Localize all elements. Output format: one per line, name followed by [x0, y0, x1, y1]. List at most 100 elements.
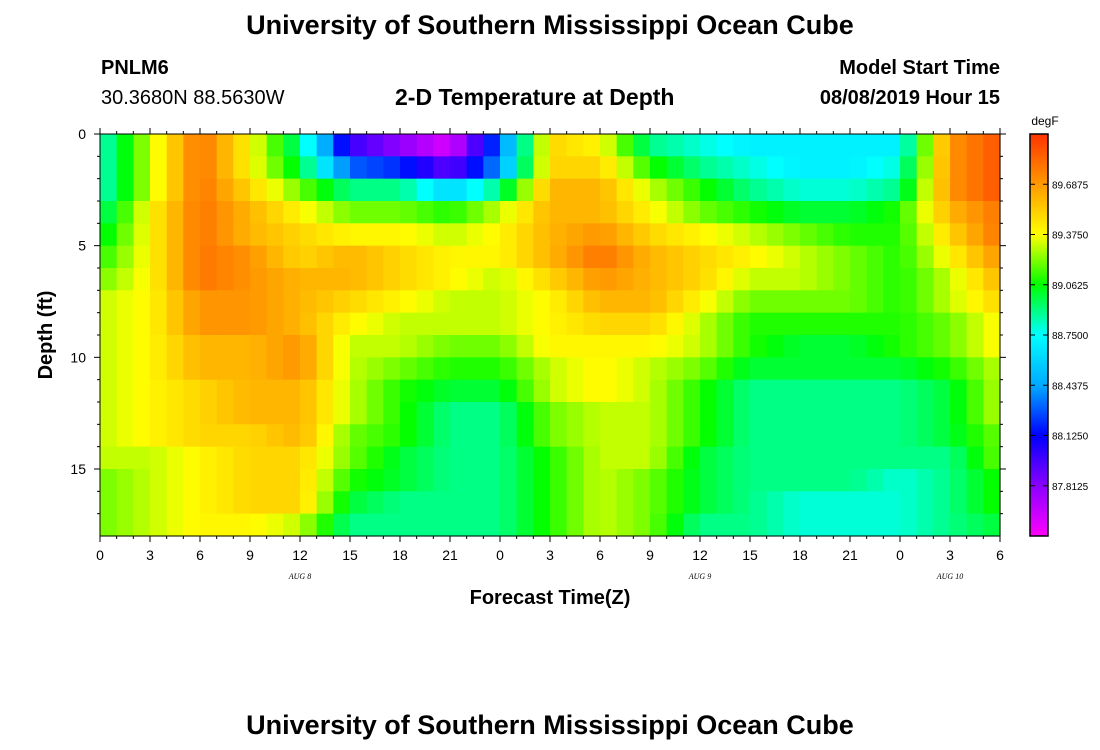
heatmap-cell [550, 357, 568, 381]
heatmap-cell [733, 402, 751, 425]
heatmap-cell [950, 513, 968, 537]
heatmap-cell [566, 268, 584, 291]
heatmap-cell [250, 290, 268, 314]
heatmap-cell [266, 201, 284, 224]
heatmap-cell [633, 290, 651, 314]
heatmap-cell [450, 134, 468, 157]
heatmap-cell [800, 223, 818, 247]
heatmap-cell [566, 290, 584, 314]
heatmap-cell [566, 134, 584, 157]
heatmap-cell [700, 290, 718, 314]
heatmap-cell [433, 402, 451, 425]
heatmap-cell [916, 357, 934, 381]
heatmap-cell [683, 156, 701, 180]
heatmap-cell [983, 513, 1001, 537]
heatmap-cell [150, 223, 168, 247]
heatmap-cell [650, 469, 668, 492]
heatmap-cell [950, 357, 968, 381]
heatmap-cell [616, 223, 634, 247]
heatmap-cell [866, 178, 884, 202]
heatmap-cell [550, 335, 568, 358]
heatmap-cell [816, 357, 834, 381]
heatmap-cell [200, 178, 218, 202]
heatmap-cell [650, 335, 668, 358]
heatmap-cell [233, 223, 251, 247]
heatmap-cell [533, 491, 551, 515]
heatmap-cell [166, 245, 184, 269]
heatmap-cell [600, 402, 618, 425]
heatmap-cell [600, 469, 618, 492]
heatmap-cell [833, 335, 851, 358]
heatmap-cell [850, 335, 868, 358]
heatmap-cell [100, 178, 118, 202]
heatmap-cell [716, 312, 734, 336]
heatmap-cell [316, 245, 334, 269]
heatmap-cell [116, 201, 134, 224]
heatmap-cell [400, 245, 418, 269]
heatmap-cell [766, 424, 784, 448]
heatmap-cell [316, 268, 334, 291]
heatmap-cell [950, 446, 968, 470]
heatmap-cell [600, 245, 618, 269]
heatmap-cell [266, 134, 284, 157]
heatmap-cell [433, 513, 451, 537]
heatmap-cell [900, 312, 918, 336]
heatmap-cell [583, 424, 601, 448]
heatmap-cell [200, 335, 218, 358]
heatmap-cell [283, 223, 301, 247]
heatmap-cell [266, 178, 284, 202]
heatmap-cell [983, 335, 1001, 358]
heatmap-cell [383, 268, 401, 291]
heatmap-cell [566, 312, 584, 336]
heatmap-cell [100, 357, 118, 381]
heatmap-cell [333, 223, 351, 247]
heatmap-cell [900, 424, 918, 448]
heatmap-cell [350, 335, 368, 358]
heatmap-cell [866, 335, 884, 358]
heatmap-cell [283, 178, 301, 202]
heatmap-cell [783, 335, 801, 358]
heatmap-cell [683, 379, 701, 403]
heatmap-cell [600, 513, 618, 537]
heatmap-cell [866, 424, 884, 448]
heatmap-cell [583, 201, 601, 224]
heatmap-cell [933, 424, 951, 448]
heatmap-cell [683, 446, 701, 470]
heatmap-cell [200, 268, 218, 291]
heatmap-cell [916, 424, 934, 448]
heatmap-cell [466, 446, 484, 470]
heatmap-cell [916, 491, 934, 515]
heatmap-cell [500, 379, 518, 403]
heatmap-cell [783, 201, 801, 224]
heatmap-cell [400, 379, 418, 403]
heatmap-cell [100, 469, 118, 492]
heatmap-cell [233, 357, 251, 381]
heatmap-cell [533, 513, 551, 537]
heatmap-cell [350, 446, 368, 470]
heatmap-cell [150, 379, 168, 403]
heatmap-cell [500, 491, 518, 515]
heatmap-cell [383, 513, 401, 537]
heatmap-cell [883, 178, 901, 202]
heatmap-cell [950, 469, 968, 492]
heatmap-cell [533, 446, 551, 470]
heatmap-cell [666, 156, 684, 180]
heatmap-cell [200, 446, 218, 470]
heatmap-cell [483, 424, 501, 448]
heatmap-cell [483, 290, 501, 314]
heatmap-cell [733, 335, 751, 358]
heatmap-cell [650, 491, 668, 515]
heatmap-cell [516, 402, 534, 425]
heatmap-cell [850, 178, 868, 202]
heatmap-cell [183, 469, 201, 492]
heatmap-cell [750, 134, 768, 157]
heatmap-cell [950, 491, 968, 515]
heatmap-cell [283, 245, 301, 269]
heatmap-cell [383, 335, 401, 358]
heatmap-cell [383, 312, 401, 336]
heatmap-cell [116, 424, 134, 448]
heatmap-cell [900, 134, 918, 157]
heatmap-cell [283, 469, 301, 492]
heatmap-cell [616, 424, 634, 448]
heatmap-cell [716, 290, 734, 314]
